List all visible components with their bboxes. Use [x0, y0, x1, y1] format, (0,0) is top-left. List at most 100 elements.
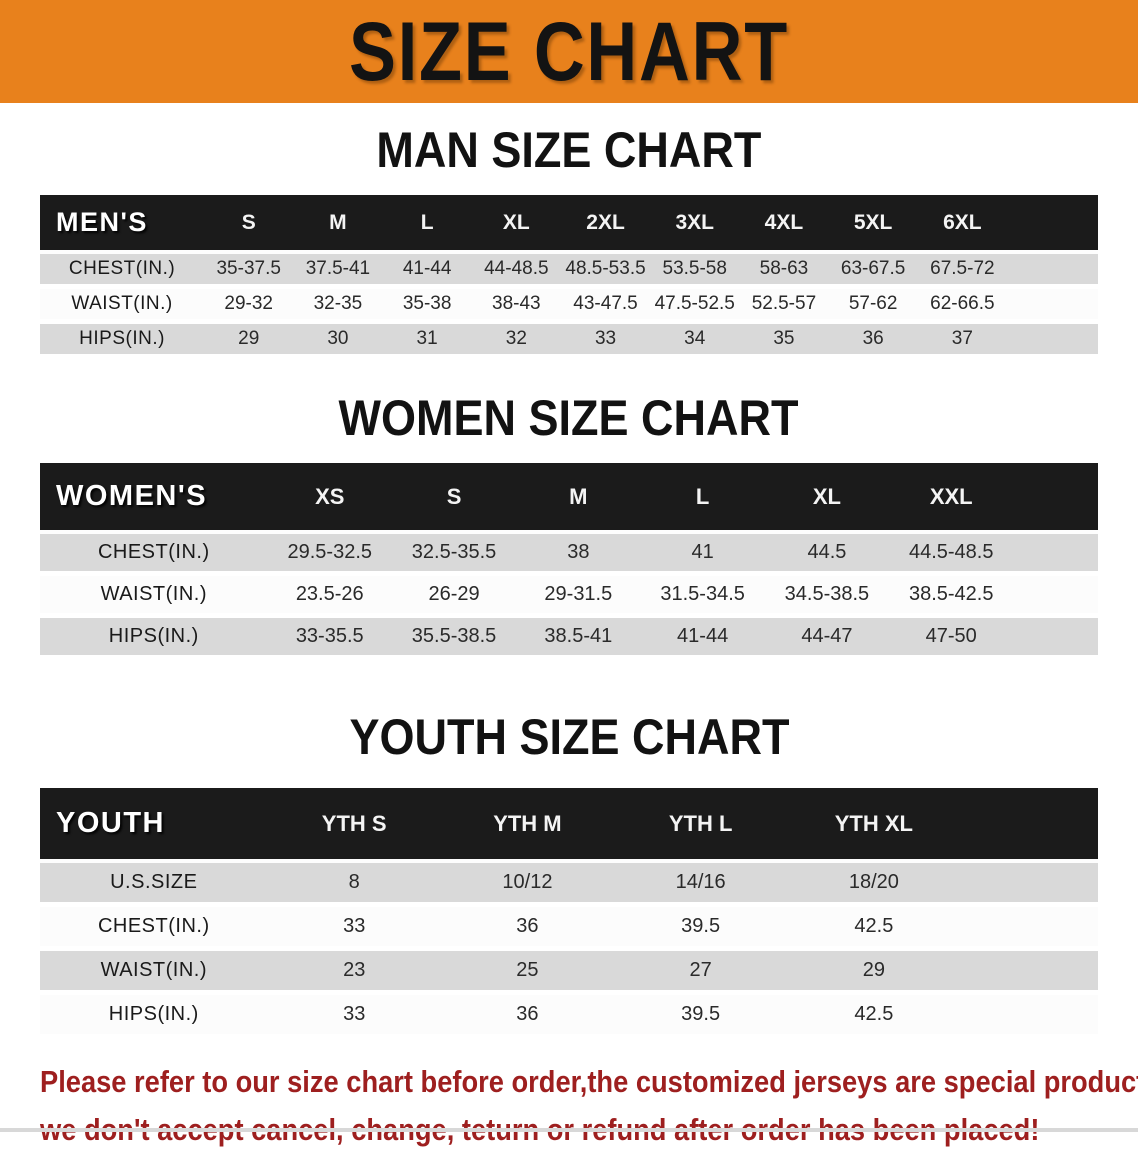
- filler-cell: [1013, 615, 1098, 660]
- cell-value: 32: [471, 321, 561, 359]
- cell-value: 38-43: [471, 286, 561, 324]
- cell-value: 36: [440, 904, 615, 951]
- cell-value: 67.5-72: [917, 252, 1008, 289]
- cell-value: 33: [267, 904, 441, 951]
- cell-value: 52.5-57: [739, 286, 829, 324]
- column-header: S: [391, 463, 517, 534]
- women-size-section: WOMEN SIZE CHART WOMEN'S XS S M L XL XXL CHEST(…: [0, 392, 1138, 660]
- column-header: 2XL: [560, 195, 651, 254]
- cell-value: 42.5: [787, 904, 961, 951]
- cell-value: 31: [382, 321, 472, 359]
- row-label: CHEST(IN.): [40, 904, 268, 951]
- cell-value: 18/20: [787, 861, 961, 907]
- cell-value: 25: [440, 948, 615, 995]
- filler-cell: [960, 861, 1098, 907]
- table-row: CHEST(IN.) 35-37.5 37.5-41 41-44 44-48.5 48.5…: [40, 252, 1098, 289]
- cell-value: 36: [440, 992, 615, 1039]
- column-header: YTH M: [440, 788, 615, 863]
- row-label: WAIST(IN.): [40, 573, 268, 618]
- column-header: L: [640, 463, 765, 534]
- cell-value: 47-50: [889, 615, 1014, 660]
- table-row: HIPS(IN.) 33 36 39.5 42.5: [40, 992, 1098, 1039]
- cell-value: 43-47.5: [560, 286, 651, 324]
- cell-value: 35.5-38.5: [391, 615, 517, 660]
- filler-cell: [1007, 195, 1098, 254]
- cell-value: 31.5-34.5: [640, 573, 765, 618]
- filler-cell: [960, 992, 1098, 1039]
- column-header: YTH S: [267, 788, 441, 863]
- cell-value: 36: [828, 321, 918, 359]
- filler-cell: [1013, 463, 1098, 534]
- men-heading-wrap: MAN SIZE CHART: [0, 124, 1138, 176]
- table-row: CHEST(IN.) 33 36 39.5 42.5: [40, 904, 1098, 951]
- cell-value: 47.5-52.5: [650, 286, 740, 324]
- table-corner-label: WOMEN'S: [40, 463, 268, 534]
- cell-value: 32.5-35.5: [391, 532, 517, 576]
- cell-value: 57-62: [828, 286, 918, 324]
- youth-heading-wrap: YOUTH SIZE CHART: [0, 711, 1138, 763]
- women-section-heading: WOMEN SIZE CHART: [339, 390, 799, 446]
- men-section-heading: MAN SIZE CHART: [376, 122, 762, 178]
- cell-value: 29.5-32.5: [267, 532, 392, 576]
- cell-value: 26-29: [391, 573, 517, 618]
- column-header: XL: [764, 463, 890, 534]
- cell-value: 44-47: [764, 615, 890, 660]
- filler-cell: [1013, 573, 1098, 618]
- table-row: HIPS(IN.) 29 30 31 32 33 34 35 36 37: [40, 321, 1098, 359]
- table-row: U.S.SIZE 8 10/12 14/16 18/20: [40, 861, 1098, 907]
- row-label: CHEST(IN.): [40, 532, 268, 576]
- column-header: XXL: [889, 463, 1014, 534]
- cell-value: 35-38: [382, 286, 472, 324]
- youth-size-section: YOUTH SIZE CHART YOUTH YTH S YTH M YTH L YTH…: [0, 711, 1138, 1039]
- cell-value: 34: [650, 321, 740, 359]
- table-row: HIPS(IN.) 33-35.5 35.5-38.5 38.5-41 41-44 44-…: [40, 615, 1098, 660]
- cell-value: 23: [267, 948, 441, 995]
- column-header: M: [293, 195, 383, 254]
- row-label: HIPS(IN.): [40, 615, 268, 660]
- cell-value: 58-63: [739, 252, 829, 289]
- youth-section-heading: YOUTH SIZE CHART: [348, 709, 790, 765]
- cell-value: 27: [614, 948, 788, 995]
- filler-cell: [960, 948, 1098, 995]
- women-heading-wrap: WOMEN SIZE CHART: [0, 392, 1138, 444]
- column-header: 6XL: [917, 195, 1008, 254]
- cell-value: 44-48.5: [471, 252, 561, 289]
- filler-cell: [1007, 252, 1098, 289]
- cell-value: 39.5: [614, 904, 788, 951]
- cell-value: 42.5: [787, 992, 961, 1039]
- table-header-row: WOMEN'S XS S M L XL XXL: [40, 463, 1098, 534]
- cell-value: 29-32: [204, 286, 294, 324]
- row-label: CHEST(IN.): [40, 252, 205, 289]
- cell-value: 37.5-41: [293, 252, 383, 289]
- filler-cell: [1007, 286, 1098, 324]
- column-header: YTH XL: [787, 788, 961, 863]
- column-header: YTH L: [614, 788, 788, 863]
- cell-value: 33: [267, 992, 441, 1039]
- column-header: 5XL: [828, 195, 918, 254]
- cell-value: 34.5-38.5: [764, 573, 890, 618]
- column-header: 3XL: [650, 195, 740, 254]
- row-label: WAIST(IN.): [40, 948, 268, 995]
- table-row: WAIST(IN.) 23 25 27 29: [40, 948, 1098, 995]
- disclaimer: Please refer to our size chart before or…: [40, 1062, 1138, 1151]
- cell-value: 35: [739, 321, 829, 359]
- column-header: XS: [267, 463, 392, 534]
- cell-value: 53.5-58: [650, 252, 740, 289]
- column-header: S: [204, 195, 294, 254]
- cell-value: 48.5-53.5: [560, 252, 651, 289]
- men-size-section: MAN SIZE CHART MEN'S S M L XL 2XL 3XL 4XL 5XL 6XL…: [0, 124, 1138, 359]
- row-label: U.S.SIZE: [40, 861, 268, 907]
- cell-value: 41-44: [382, 252, 472, 289]
- cell-value: 29-31.5: [516, 573, 641, 618]
- table-row: WAIST(IN.) 23.5-26 26-29 29-31.5 31.5-34.5 34…: [40, 573, 1098, 618]
- column-header: 4XL: [739, 195, 829, 254]
- banner-title: SIZE CHART: [349, 4, 789, 98]
- table-header-row: YOUTH YTH S YTH M YTH L YTH XL: [40, 788, 1098, 863]
- row-label: HIPS(IN.): [40, 992, 268, 1039]
- table-header-row: MEN'S S M L XL 2XL 3XL 4XL 5XL 6XL: [40, 195, 1098, 254]
- cell-value: 44.5-48.5: [889, 532, 1014, 576]
- cell-value: 33: [560, 321, 651, 359]
- cell-value: 29: [787, 948, 961, 995]
- cell-value: 41: [640, 532, 765, 576]
